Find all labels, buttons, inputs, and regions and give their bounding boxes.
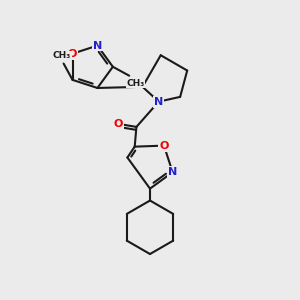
Text: N: N	[168, 167, 177, 177]
Text: CH₃: CH₃	[126, 79, 144, 88]
Text: O: O	[114, 119, 123, 129]
Text: O: O	[68, 49, 77, 59]
Text: N: N	[154, 97, 163, 106]
Text: CH₃: CH₃	[53, 51, 71, 60]
Text: O: O	[159, 141, 169, 151]
Text: N: N	[93, 40, 102, 51]
